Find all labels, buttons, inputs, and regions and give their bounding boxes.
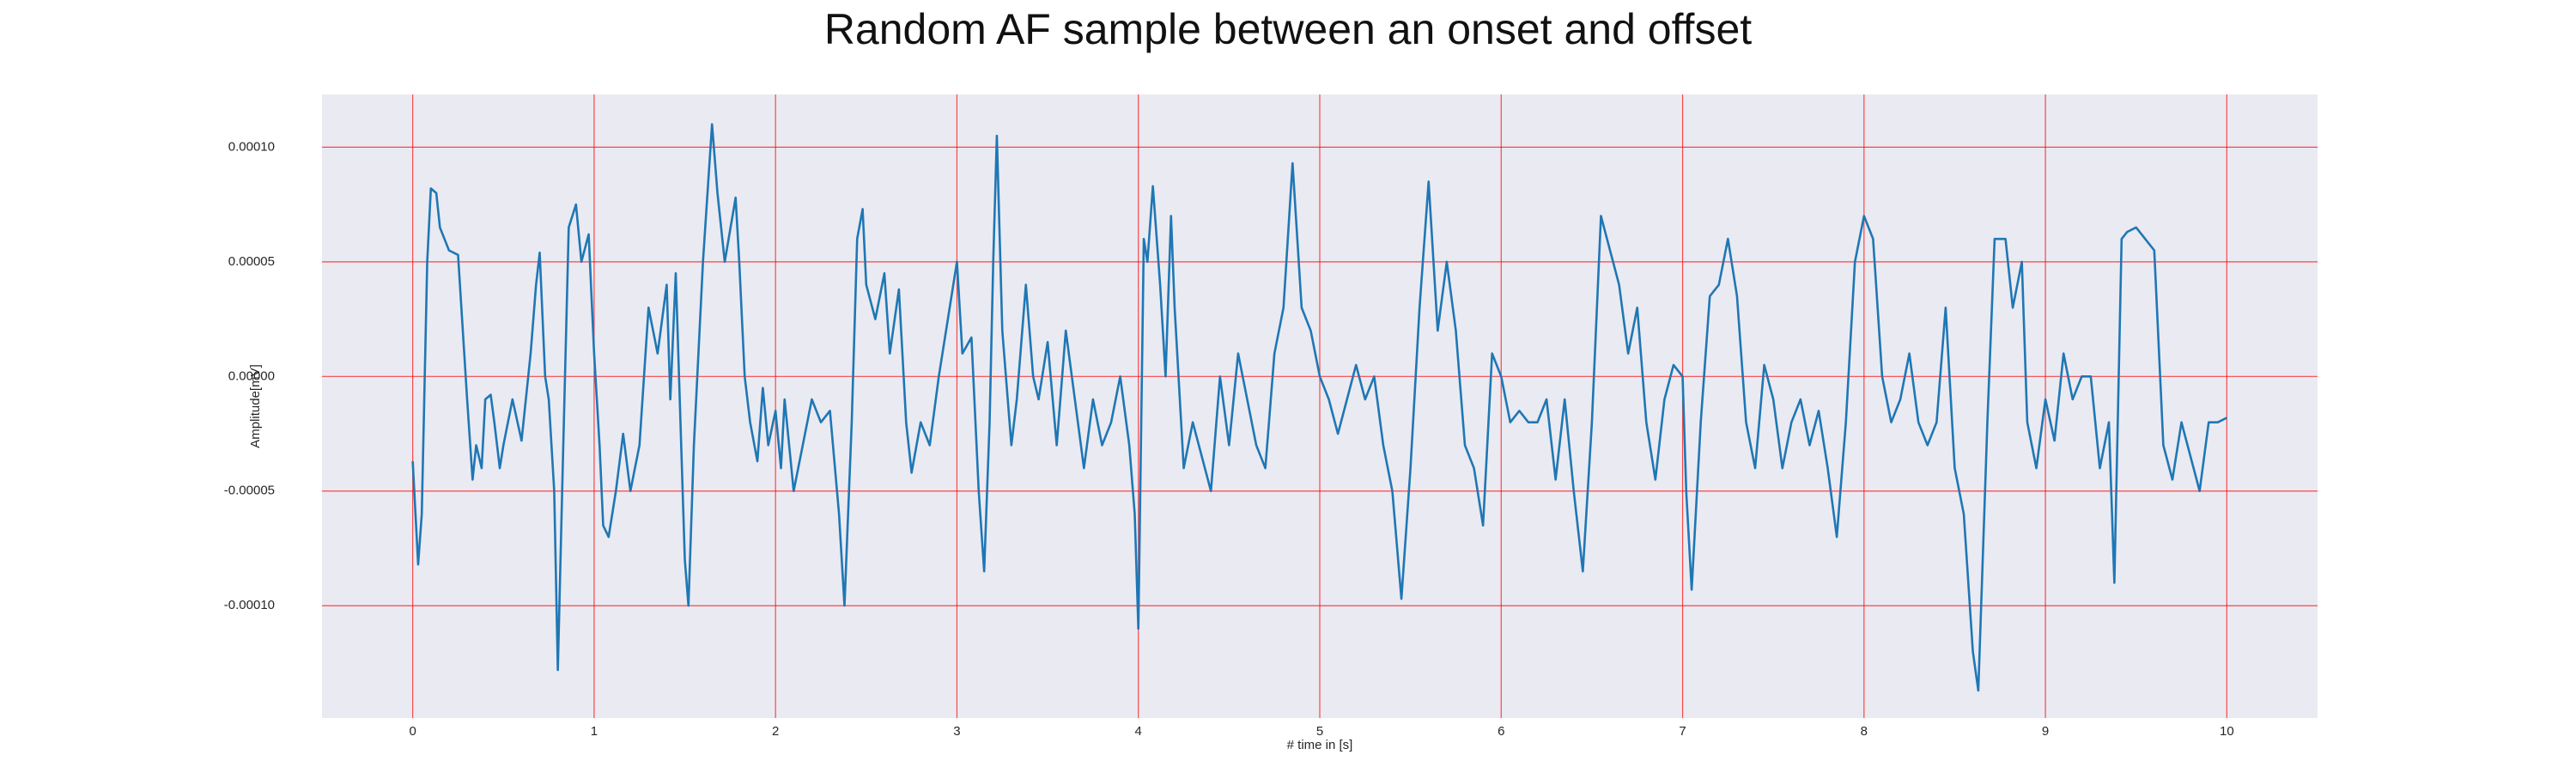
x-tick-label: 7 [1679,724,1686,739]
y-axis-label: Amplitude[mV] [248,364,263,448]
x-tick-label: 5 [1316,724,1323,739]
marks [411,123,2227,692]
x-tick-label: 4 [1135,724,1142,739]
y-tick-label: 0.00005 [228,254,275,269]
y-tick-label: 0.00000 [228,368,275,383]
x-tick-label: 6 [1498,724,1504,739]
x-tick-label: 10 [2220,724,2234,739]
y-tick-label: -0.00005 [224,484,275,498]
x-tick-label: 0 [409,724,416,739]
chart-title: Random AF sample between an onset and of… [824,5,1752,53]
x-tick-label: 8 [1861,724,1868,739]
x-tick-label: 9 [2042,724,2049,739]
y-tick-label: 0.00010 [228,139,275,154]
signal-line [411,123,2227,692]
x-tick-label: 2 [772,724,779,739]
x-tick-label: 1 [591,724,598,739]
x-tick-label: 3 [953,724,960,739]
x-axis-label: # time in [s] [1287,738,1353,752]
y-tick-label: -0.00010 [224,598,275,612]
